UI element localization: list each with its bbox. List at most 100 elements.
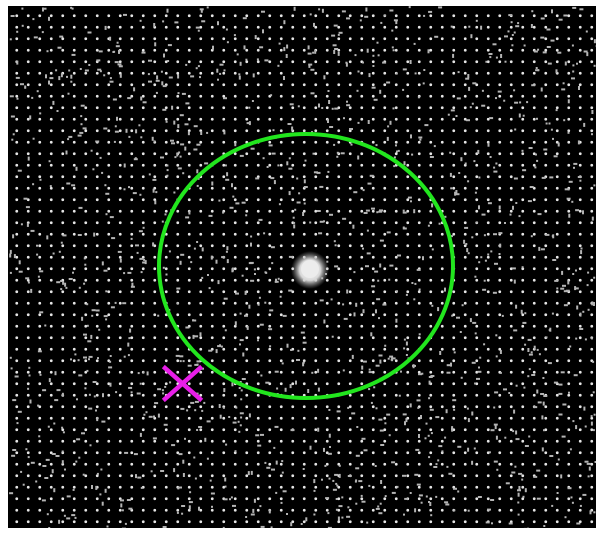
noise-speck	[591, 110, 594, 114]
noise-speck	[379, 359, 382, 364]
noise-speck	[464, 226, 469, 229]
noise-speck	[20, 223, 23, 226]
noise-speck	[379, 502, 382, 505]
noise-speck	[222, 526, 225, 528]
noise-speck	[378, 317, 380, 320]
noise-speck	[480, 25, 483, 30]
noise-speck	[204, 162, 209, 165]
noise-speck	[331, 107, 334, 110]
noise-speck	[570, 496, 573, 499]
noise-speck	[98, 328, 101, 331]
noise-speck	[557, 142, 560, 147]
noise-speck	[87, 340, 92, 343]
noise-speck	[208, 214, 213, 217]
noise-speck	[21, 24, 24, 27]
noise-speck	[109, 360, 112, 363]
noise-speck	[48, 527, 51, 528]
noise-speck	[92, 168, 95, 171]
noise-speck	[264, 301, 267, 304]
noise-speck	[67, 92, 70, 95]
noise-speck	[565, 289, 570, 292]
noise-speck	[239, 61, 242, 66]
noise-speck	[321, 478, 323, 481]
noise-speck	[268, 328, 273, 331]
noise-speck	[86, 369, 89, 372]
noise-speck	[187, 131, 190, 136]
noise-speck	[575, 209, 580, 212]
noise-speck	[65, 150, 68, 155]
noise-speck	[152, 242, 155, 247]
noise-speck	[176, 152, 179, 157]
noise-speck	[140, 96, 143, 101]
noise-speck	[422, 82, 425, 85]
noise-speck	[122, 302, 127, 305]
noise-speck	[81, 432, 85, 435]
noise-speck	[405, 418, 408, 423]
noise-speck	[123, 163, 126, 168]
noise-speck	[162, 85, 167, 88]
noise-speck	[468, 86, 471, 91]
noise-speck	[407, 196, 412, 199]
noise-speck	[277, 64, 280, 67]
noise-speck	[498, 205, 501, 210]
noise-speck	[196, 360, 201, 363]
noise-speck	[169, 381, 172, 384]
noise-speck	[54, 371, 57, 376]
noise-speck	[277, 277, 280, 280]
noise-speck	[418, 434, 420, 438]
noise-speck	[403, 513, 405, 516]
noise-speck	[241, 274, 244, 277]
noise-speck	[39, 112, 42, 115]
noise-speck	[338, 473, 341, 478]
noise-speck	[127, 354, 130, 357]
noise-speck	[96, 472, 99, 475]
noise-speck	[463, 239, 466, 244]
noise-speck	[255, 177, 260, 180]
noise-speck	[318, 8, 321, 11]
noise-speck	[393, 19, 398, 22]
noise-speck	[82, 127, 87, 130]
noise-speck	[545, 233, 550, 236]
noise-speck	[314, 49, 317, 54]
noise-speck	[416, 399, 421, 402]
noise-speck	[234, 321, 237, 326]
noise-speck	[543, 148, 548, 151]
noise-speck	[448, 472, 453, 475]
noise-speck	[109, 77, 112, 80]
noise-speck	[573, 374, 578, 377]
noise-speck	[536, 117, 538, 120]
noise-speck	[545, 336, 548, 339]
noise-speck	[536, 497, 541, 500]
noise-speck	[378, 354, 383, 357]
noise-speck	[235, 202, 240, 205]
noise-speck	[181, 92, 186, 95]
noise-speck	[296, 359, 300, 361]
noise-speck	[468, 25, 471, 28]
noise-speck	[517, 501, 520, 504]
noise-speck	[245, 516, 248, 518]
noise-speck	[490, 429, 495, 432]
noise-speck	[28, 366, 31, 369]
noise-speck	[161, 81, 164, 86]
noise-speck	[481, 89, 484, 92]
noise-speck	[200, 131, 203, 135]
noise-speck	[515, 384, 518, 387]
noise-speck	[177, 74, 180, 79]
noise-speck	[173, 191, 176, 194]
noise-speck	[584, 425, 587, 428]
noise-speck	[248, 262, 253, 265]
noise-speck	[340, 152, 345, 155]
noise-speck	[257, 339, 259, 342]
noise-speck	[413, 209, 416, 214]
noise-speck	[16, 97, 19, 100]
noise-speck	[471, 236, 474, 239]
noise-speck	[15, 76, 20, 79]
noise-speck	[493, 460, 498, 463]
noise-speck	[32, 183, 35, 186]
noise-speck	[342, 217, 347, 220]
noise-speck	[115, 391, 118, 394]
noise-speck	[20, 470, 23, 473]
noise-speck	[351, 412, 356, 415]
noise-speck	[266, 466, 271, 469]
noise-speck	[101, 261, 104, 266]
